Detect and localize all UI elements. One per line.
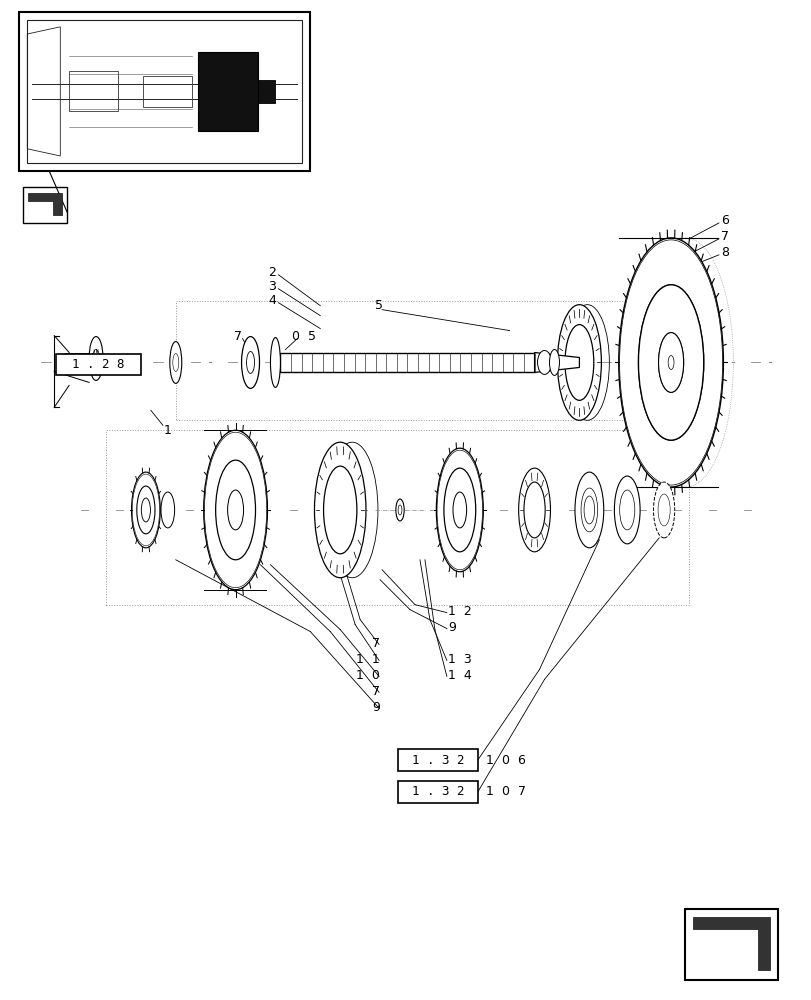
Ellipse shape <box>549 350 559 375</box>
Ellipse shape <box>583 496 594 524</box>
Ellipse shape <box>618 238 723 487</box>
Ellipse shape <box>653 482 674 538</box>
Ellipse shape <box>444 468 475 552</box>
Ellipse shape <box>564 325 593 400</box>
Text: 1  0: 1 0 <box>356 669 380 682</box>
Text: 7: 7 <box>234 330 242 343</box>
Text: 1: 1 <box>485 754 493 767</box>
Text: 0  6: 0 6 <box>501 754 525 767</box>
Text: 2: 2 <box>268 266 276 279</box>
Polygon shape <box>534 353 579 372</box>
Bar <box>68 71 118 111</box>
Text: 1: 1 <box>164 424 172 437</box>
Text: 1  3: 1 3 <box>448 653 471 666</box>
Ellipse shape <box>241 337 260 388</box>
Bar <box>106 430 689 605</box>
Bar <box>198 52 258 131</box>
Ellipse shape <box>62 354 70 361</box>
Text: 9: 9 <box>448 621 455 634</box>
Ellipse shape <box>216 460 255 560</box>
Ellipse shape <box>314 442 366 578</box>
Bar <box>280 353 534 372</box>
Ellipse shape <box>436 448 483 572</box>
Ellipse shape <box>161 492 174 528</box>
Ellipse shape <box>658 333 683 392</box>
Text: 1 . 3 2: 1 . 3 2 <box>411 754 464 767</box>
Ellipse shape <box>227 490 243 530</box>
Text: 8: 8 <box>720 246 728 259</box>
Ellipse shape <box>518 468 550 552</box>
Ellipse shape <box>396 499 404 521</box>
Text: 0  5: 0 5 <box>292 330 316 343</box>
Text: 7: 7 <box>371 637 380 650</box>
Text: 1  4: 1 4 <box>448 669 471 682</box>
Text: 7: 7 <box>720 230 728 243</box>
Ellipse shape <box>658 333 683 392</box>
Text: 1 . 2 8: 1 . 2 8 <box>72 358 125 371</box>
Ellipse shape <box>204 430 267 590</box>
Text: 3: 3 <box>268 280 276 293</box>
Bar <box>28 20 302 163</box>
Ellipse shape <box>557 305 601 420</box>
Polygon shape <box>28 193 62 215</box>
Ellipse shape <box>247 352 254 373</box>
Ellipse shape <box>89 337 103 380</box>
Ellipse shape <box>131 472 160 548</box>
Text: 5: 5 <box>375 299 383 312</box>
Ellipse shape <box>523 482 544 538</box>
Text: 9: 9 <box>371 701 380 714</box>
Bar <box>258 80 274 103</box>
Ellipse shape <box>270 338 280 387</box>
Bar <box>397 749 477 771</box>
Text: 1  2: 1 2 <box>448 605 471 618</box>
Polygon shape <box>693 917 770 970</box>
Ellipse shape <box>637 285 703 440</box>
Ellipse shape <box>141 498 150 522</box>
Text: 1 . 3 2: 1 . 3 2 <box>411 785 464 798</box>
Ellipse shape <box>637 285 703 440</box>
Text: 1  1: 1 1 <box>356 653 380 666</box>
Ellipse shape <box>614 476 639 544</box>
Text: 1: 1 <box>485 785 493 798</box>
Ellipse shape <box>667 355 673 369</box>
Ellipse shape <box>169 342 182 383</box>
Text: 4: 4 <box>268 294 276 307</box>
Bar <box>56 354 141 375</box>
Text: 6: 6 <box>720 214 728 227</box>
Ellipse shape <box>537 351 551 374</box>
Ellipse shape <box>323 466 357 554</box>
Text: 0  7: 0 7 <box>501 785 525 798</box>
Bar <box>175 301 689 420</box>
Ellipse shape <box>574 472 603 548</box>
Bar <box>24 187 67 223</box>
Bar <box>397 781 477 803</box>
Bar <box>143 76 192 107</box>
Bar <box>684 909 777 980</box>
Bar <box>198 78 247 104</box>
Text: 7: 7 <box>371 685 380 698</box>
Ellipse shape <box>453 492 466 528</box>
Ellipse shape <box>136 486 155 534</box>
Bar <box>19 12 310 171</box>
